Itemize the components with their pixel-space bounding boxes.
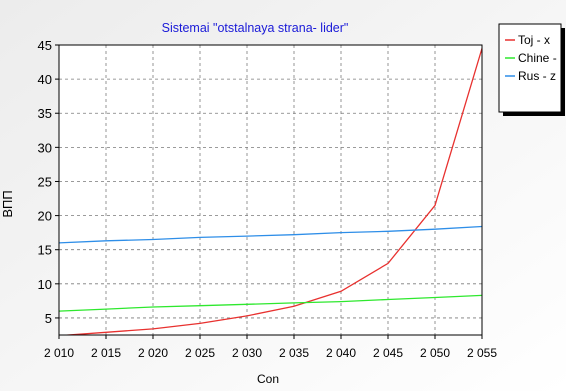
- x-axis-title: Con: [257, 372, 279, 386]
- x-tick-label: 2 040: [326, 346, 356, 360]
- series-line-rus: [59, 225, 482, 244]
- y-tick-label: 10: [38, 277, 52, 292]
- y-tick-label: 45: [38, 38, 52, 53]
- series-line-toj: [59, 48, 482, 335]
- x-tick-label: 2 055: [467, 346, 497, 360]
- y-tick-label: 15: [38, 243, 52, 258]
- x-tick-label: 2 010: [44, 346, 74, 360]
- x-tick-label: 2 025: [185, 346, 215, 360]
- legend-label-chine: Chine -: [518, 51, 557, 65]
- x-tick-label: 2 050: [420, 346, 450, 360]
- plot-area: [59, 45, 482, 335]
- x-tick-label: 2 015: [91, 346, 121, 360]
- x-tick-label: 2 045: [373, 346, 403, 360]
- x-tick-label: 2 030: [232, 346, 262, 360]
- legend-label-rus: Rus - z: [518, 69, 556, 83]
- y-axis-title: ВПП: [0, 190, 15, 217]
- legend-label-toj: Toj - x: [518, 33, 550, 47]
- y-tick-label: 40: [38, 72, 52, 87]
- y-tick-label: 5: [45, 311, 52, 326]
- y-tick-label: 30: [38, 140, 52, 155]
- plot-frame: [58, 44, 483, 336]
- chart-title: Sistemai "otstalnaya strana- lider": [162, 21, 349, 35]
- y-tick-label: 20: [38, 209, 52, 224]
- y-tick-label: 35: [38, 106, 52, 121]
- x-tick-label: 2 035: [279, 346, 309, 360]
- legend-box: [498, 23, 562, 113]
- series-line-chine: [59, 294, 482, 312]
- y-tick-label: 25: [38, 174, 52, 189]
- x-tick-label: 2 020: [138, 346, 168, 360]
